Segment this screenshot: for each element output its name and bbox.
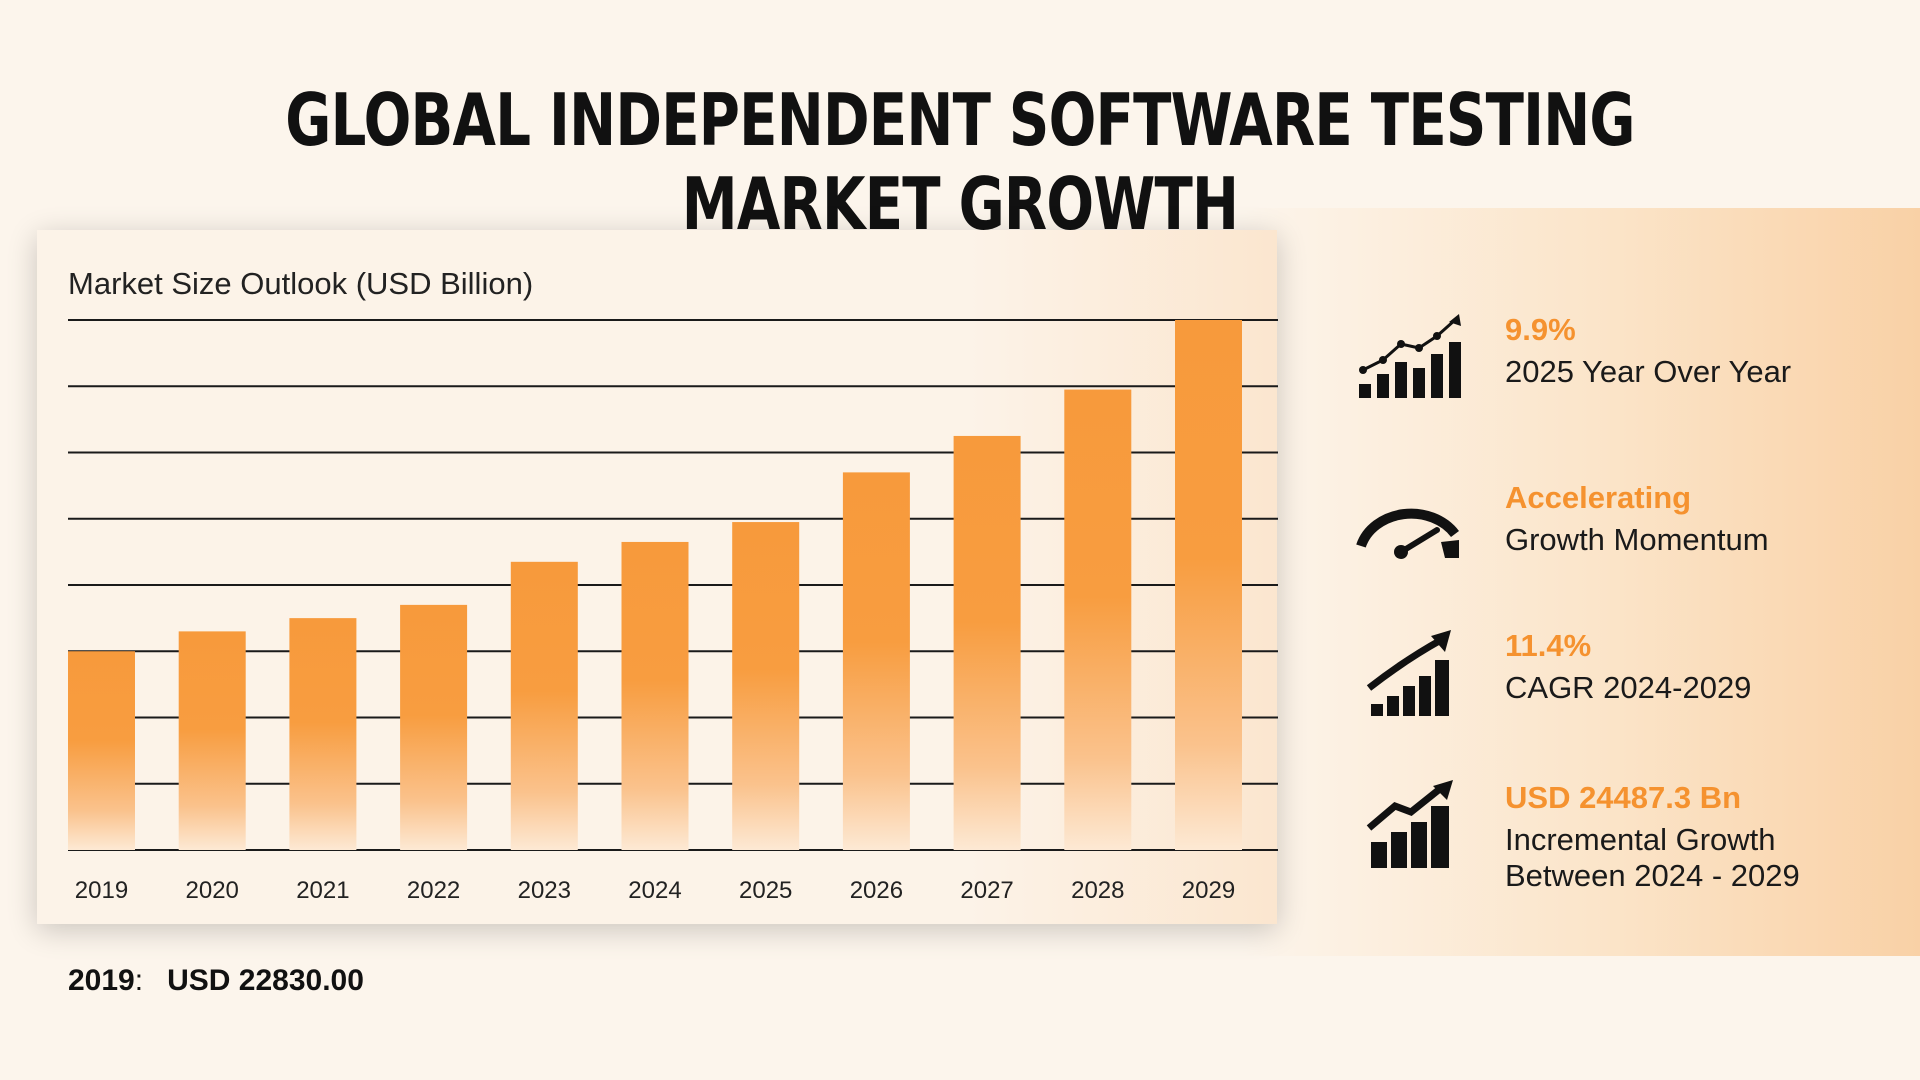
bar-2022 xyxy=(400,604,468,850)
footer-value: USD 22830.00 xyxy=(167,964,364,997)
x-tick-label: 2024 xyxy=(628,877,681,904)
footer-year: 2019 xyxy=(68,964,135,997)
bar-2021 xyxy=(289,618,357,850)
bar-2019 xyxy=(68,651,135,850)
stat-label: Incremental Growth Between 2024 - 2029 xyxy=(1505,822,1800,894)
stat-label: Growth Momentum xyxy=(1505,522,1769,557)
x-tick-label: 2025 xyxy=(739,877,792,904)
stat-momentum: Accelerating Growth Momentum xyxy=(1355,480,1915,600)
trend-up-icon xyxy=(1366,780,1453,868)
x-tick-label: 2019 xyxy=(75,877,128,904)
bar-2028 xyxy=(1064,389,1132,850)
x-tick-label: 2029 xyxy=(1182,877,1235,904)
bar-2024 xyxy=(621,541,689,850)
stat-label-line2: Between 2024 - 2029 xyxy=(1505,858,1800,893)
footer-base-value: 2019: USD 22830.00 xyxy=(68,964,364,998)
stat-label-line1: Incremental Growth xyxy=(1505,822,1776,857)
x-tick-label: 2021 xyxy=(296,877,349,904)
stat-label: CAGR 2024-2029 xyxy=(1505,670,1752,705)
bar-2023 xyxy=(510,561,578,850)
bar-2026 xyxy=(842,472,910,850)
bar-2025 xyxy=(732,522,800,850)
x-tick-label: 2022 xyxy=(407,877,460,904)
bar-2029 xyxy=(1175,320,1242,850)
stat-value: 11.4% xyxy=(1505,628,1592,663)
stat-yoy: 9.9% 2025 Year Over Year xyxy=(1355,312,1915,432)
stat-label: 2025 Year Over Year xyxy=(1505,354,1792,389)
bar-chart-line-icon xyxy=(1359,314,1461,398)
chart-title: Market Size Outlook (USD Billion) xyxy=(68,266,534,301)
growth-arrow-icon xyxy=(1366,630,1451,716)
x-tick-label: 2020 xyxy=(186,877,239,904)
footer-separator: : xyxy=(134,964,144,997)
bar-2027 xyxy=(953,435,1021,850)
x-tick-label: 2023 xyxy=(518,877,571,904)
stats-panel-background xyxy=(1240,208,1920,956)
bar-2020 xyxy=(178,631,246,850)
x-tick-label: 2027 xyxy=(960,877,1013,904)
stat-value: USD 24487.3 Bn xyxy=(1505,780,1742,815)
stat-cagr: 11.4% CAGR 2024-2029 xyxy=(1355,628,1915,748)
stat-value: 9.9% xyxy=(1505,312,1576,347)
page-title: GLOBAL INDEPENDENT SOFTWARE TESTING MARK… xyxy=(285,78,1635,246)
stat-value: Accelerating xyxy=(1505,480,1692,515)
x-tick-label: 2026 xyxy=(850,877,903,904)
stat-incremental: USD 24487.3 Bn Incremental Growth Betwee… xyxy=(1355,780,1915,900)
speedometer-icon xyxy=(1356,508,1459,559)
x-tick-label: 2028 xyxy=(1071,877,1124,904)
